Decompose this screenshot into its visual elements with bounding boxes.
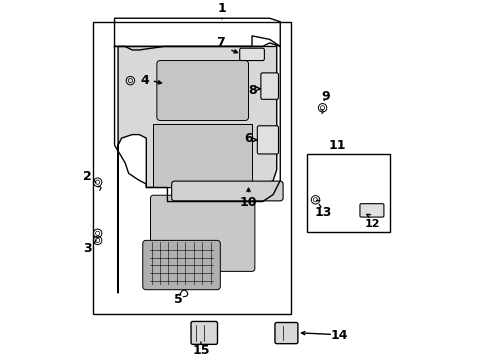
Text: 12: 12 bbox=[365, 219, 380, 229]
FancyBboxPatch shape bbox=[172, 181, 283, 201]
FancyBboxPatch shape bbox=[261, 73, 278, 99]
Text: 2: 2 bbox=[83, 170, 92, 183]
FancyBboxPatch shape bbox=[275, 323, 298, 344]
Text: 8: 8 bbox=[248, 84, 257, 97]
Bar bbox=[153, 124, 252, 188]
FancyBboxPatch shape bbox=[150, 195, 255, 271]
FancyBboxPatch shape bbox=[360, 204, 384, 217]
Text: 6: 6 bbox=[244, 132, 253, 145]
Text: 11: 11 bbox=[329, 139, 346, 152]
Text: 9: 9 bbox=[322, 90, 330, 103]
Text: 1: 1 bbox=[218, 3, 226, 15]
Text: 15: 15 bbox=[192, 345, 210, 357]
Text: 10: 10 bbox=[240, 196, 257, 209]
FancyBboxPatch shape bbox=[129, 75, 270, 96]
FancyBboxPatch shape bbox=[157, 60, 248, 121]
Bar bbox=[94, 22, 291, 314]
Text: 3: 3 bbox=[83, 242, 91, 255]
Polygon shape bbox=[118, 46, 277, 293]
Text: 7: 7 bbox=[216, 36, 225, 49]
Text: 14: 14 bbox=[331, 329, 348, 342]
FancyBboxPatch shape bbox=[191, 321, 218, 345]
Text: 5: 5 bbox=[174, 293, 183, 306]
Bar bbox=[307, 154, 390, 231]
Text: 13: 13 bbox=[315, 206, 332, 219]
FancyBboxPatch shape bbox=[240, 48, 265, 60]
FancyBboxPatch shape bbox=[257, 126, 278, 154]
FancyBboxPatch shape bbox=[143, 240, 220, 290]
Text: 4: 4 bbox=[140, 74, 149, 87]
